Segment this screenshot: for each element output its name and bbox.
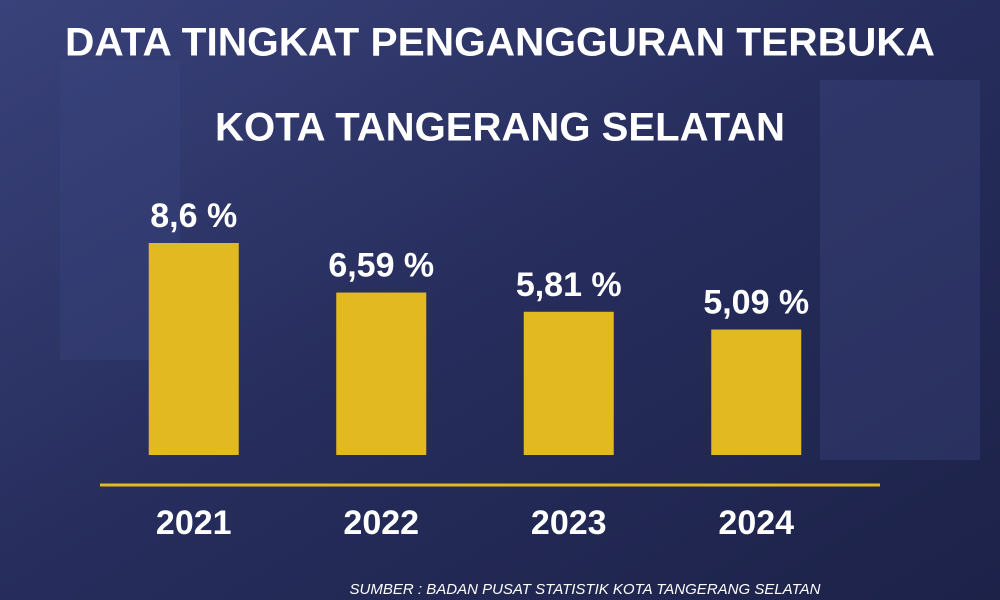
x-tick-label: 2023 [531, 504, 607, 542]
bar [523, 311, 614, 455]
x-tick-label: 2022 [343, 504, 419, 542]
value-label: 6,59 % [328, 247, 434, 285]
x-tick-label: 2021 [156, 504, 232, 542]
bar [148, 243, 239, 455]
value-label: 8,6 % [150, 197, 237, 235]
background-shape [820, 80, 980, 460]
source-note: SUMBER : BADAN PUSAT STATISTIK KOTA TANG… [350, 581, 821, 598]
chart-subtitle: KOTA TANGERANG SELATAN [215, 106, 785, 150]
bar [336, 292, 427, 455]
chart-title: DATA TINGKAT PENGANGGURAN TERBUKA [65, 21, 935, 65]
value-label: 5,81 % [516, 266, 622, 304]
value-label: 5,09 % [703, 284, 809, 322]
bar [711, 329, 802, 455]
x-tick-label: 2024 [718, 504, 794, 542]
